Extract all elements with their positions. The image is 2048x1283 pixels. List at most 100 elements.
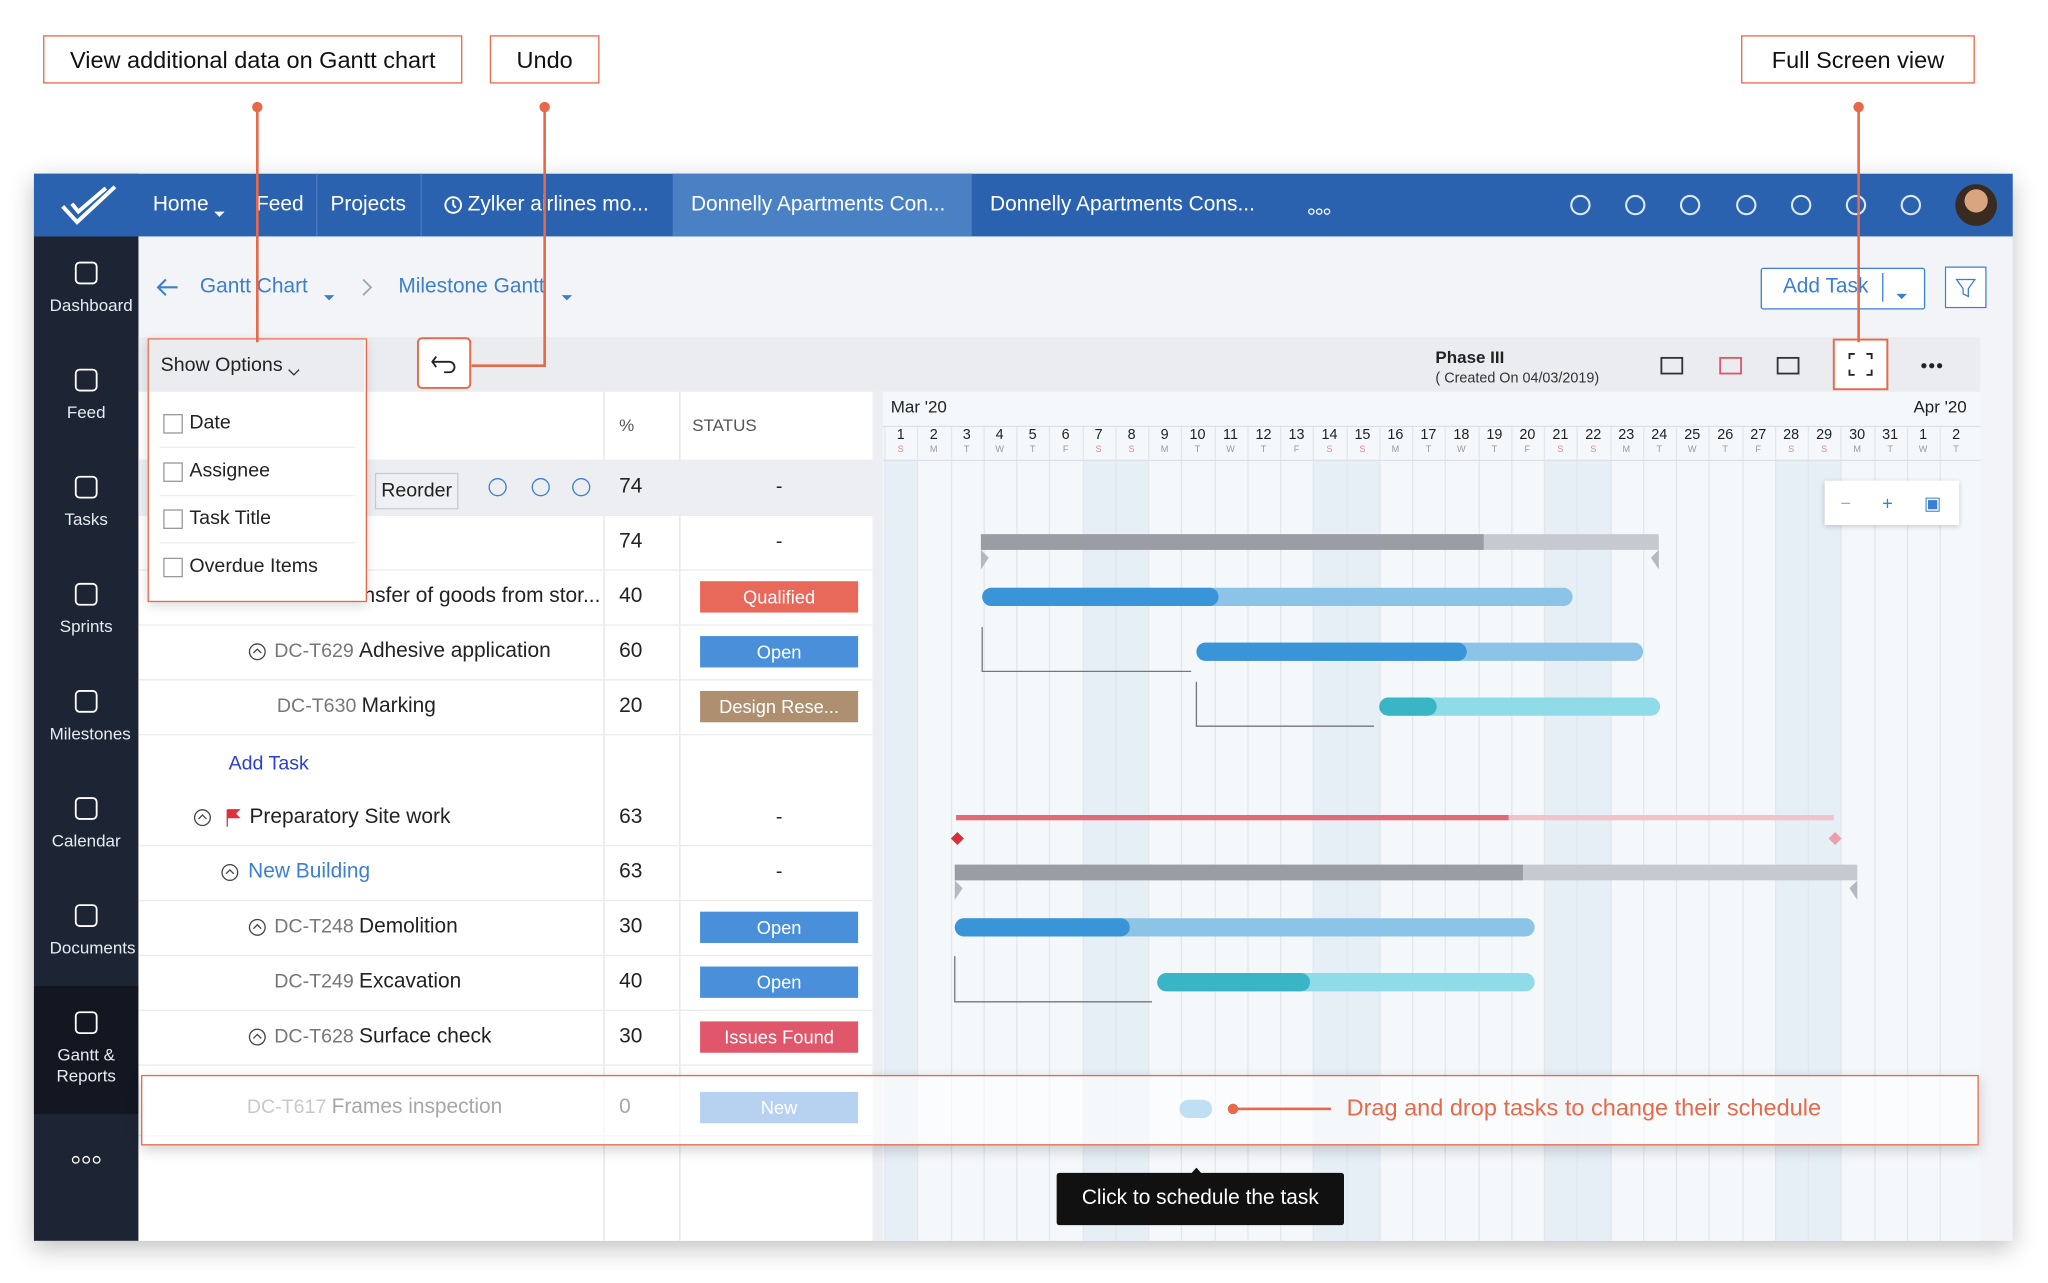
weekday-label: W <box>1918 445 1928 455</box>
avatar[interactable] <box>1955 184 1998 226</box>
task-id: DC-T249 <box>274 970 354 993</box>
task-name[interactable]: Marking <box>361 694 436 718</box>
drag-annotation: Drag and drop tasks to change their sche… <box>1346 1094 1822 1121</box>
zoom-control[interactable]: − + ▣ <box>1824 480 1960 526</box>
add-task-link[interactable]: Add Task <box>228 752 309 775</box>
task-name[interactable]: Surface check <box>358 1025 492 1048</box>
nav-icon[interactable] <box>1898 192 1924 218</box>
option-label[interactable]: Assignee <box>189 459 270 482</box>
sidebar-label[interactable]: Feed <box>66 402 106 422</box>
day-grid <box>950 425 952 1241</box>
col-sep <box>679 391 681 1241</box>
toolbar-icon[interactable] <box>1919 353 1945 379</box>
row-line <box>138 679 873 681</box>
toolbar-icon[interactable] <box>1659 353 1685 379</box>
task-percent: 30 <box>619 1025 643 1048</box>
nav-icon[interactable] <box>1788 192 1814 218</box>
checkbox[interactable] <box>163 414 183 434</box>
undo-button[interactable] <box>416 337 472 389</box>
row-line <box>138 734 873 736</box>
weekday-label: M <box>1160 445 1169 455</box>
reorder-button[interactable]: Reorder <box>374 472 459 510</box>
sidebar-label[interactable]: Calendar <box>51 830 121 851</box>
weekday-label: F <box>1755 445 1761 455</box>
status-badge[interactable]: Issues Found <box>700 1021 859 1053</box>
row-action[interactable] <box>571 477 592 498</box>
gantt-progress <box>982 587 1219 607</box>
row-toggle[interactable] <box>248 643 266 661</box>
nav-icon[interactable] <box>1733 192 1759 218</box>
task-percent: 63 <box>619 805 643 829</box>
nav-icon[interactable] <box>1622 192 1648 218</box>
status-badge[interactable]: Qualified <box>700 581 859 613</box>
status-badge[interactable]: Design Rese... <box>700 690 859 723</box>
task-name[interactable]: Adhesive application <box>358 639 551 663</box>
toolbar-icon[interactable] <box>1775 353 1801 379</box>
nav-icon[interactable] <box>1567 192 1593 218</box>
day-label: 4 <box>995 427 1004 443</box>
sidebar-label[interactable]: Dashboard <box>49 295 133 315</box>
top-nav <box>33 173 2013 237</box>
day-label: 13 <box>1288 427 1305 443</box>
nav-icon[interactable] <box>1677 192 1703 218</box>
row-action[interactable] <box>530 477 551 498</box>
nav-icon[interactable] <box>1843 192 1869 218</box>
show-options-label[interactable]: Show Options <box>160 353 283 377</box>
add-task-button[interactable] <box>1760 267 1926 310</box>
nav-tab[interactable]: Projects <box>330 193 406 216</box>
nav-home[interactable]: Home <box>152 193 209 216</box>
option-label[interactable]: Overdue Items <box>189 555 318 578</box>
caret <box>213 201 226 217</box>
callout-box: Undo <box>489 35 600 84</box>
task-name[interactable]: Demolition <box>358 915 458 938</box>
day-label: 10 <box>1189 427 1206 443</box>
task-name[interactable]: New Building <box>248 860 371 883</box>
row-toggle[interactable] <box>248 918 266 936</box>
row-toggle[interactable] <box>193 808 211 827</box>
add-task-label[interactable]: Add Task <box>1782 275 1869 298</box>
option-label[interactable]: Task Title <box>189 506 272 529</box>
day-label: 26 <box>1717 427 1734 443</box>
row-toggle[interactable] <box>221 863 239 881</box>
tooltip: Click to schedule the task <box>1056 1172 1344 1226</box>
weekday-label: T <box>1656 445 1663 455</box>
checkbox[interactable] <box>163 509 183 529</box>
nav-tab[interactable]: Donnelly Apartments Cons... <box>990 193 1255 216</box>
row-action[interactable] <box>487 477 508 498</box>
breadcrumb-gantt[interactable]: Gantt Chart <box>199 275 308 298</box>
gantt-progress <box>954 918 1130 937</box>
sidebar-label[interactable]: Sprints <box>59 616 113 637</box>
task-id: DC-T628 <box>274 1025 354 1048</box>
checkbox[interactable] <box>163 462 183 482</box>
status-badge[interactable]: Open <box>700 911 859 944</box>
status-badge[interactable]: Open <box>700 636 859 668</box>
toolbar-icon[interactable] <box>1718 353 1744 379</box>
task-id: DC-T629 <box>274 639 354 663</box>
sidebar-label[interactable]: Tasks <box>64 509 108 529</box>
day-label: 25 <box>1684 427 1701 443</box>
nav-tab[interactable]: Donnelly Apartments Con... <box>690 193 946 216</box>
gantt-progress <box>980 534 1484 550</box>
task-name[interactable]: Transfer of goods from stor... <box>332 585 601 608</box>
option-label[interactable]: Date <box>189 411 231 434</box>
task-name[interactable]: Preparatory Site work <box>249 805 451 829</box>
status-badge[interactable]: Open <box>700 966 859 998</box>
task-name[interactable]: Excavation <box>358 970 462 993</box>
task-percent: 40 <box>619 970 643 993</box>
filter-button[interactable] <box>1944 266 1987 309</box>
row-toggle[interactable] <box>248 1028 266 1046</box>
weekday-label: F <box>1524 445 1531 455</box>
month-label: Apr '20 <box>1913 397 1967 417</box>
day-label: 2 <box>929 427 938 443</box>
sidebar-label[interactable]: Documents <box>49 937 136 958</box>
checkbox[interactable] <box>163 557 183 578</box>
task-percent: 63 <box>619 860 643 883</box>
day-label: 11 <box>1223 427 1238 443</box>
active-tab <box>672 173 972 237</box>
sidebar-label[interactable]: Gantt & Reports <box>56 1044 116 1086</box>
fullscreen-button[interactable] <box>1832 338 1889 391</box>
nav-tab[interactable]: Feed <box>255 193 304 216</box>
unscheduled-pill[interactable] <box>1179 1099 1213 1119</box>
sidebar-label[interactable]: Milestones <box>49 723 131 744</box>
task-percent: 60 <box>619 639 643 663</box>
